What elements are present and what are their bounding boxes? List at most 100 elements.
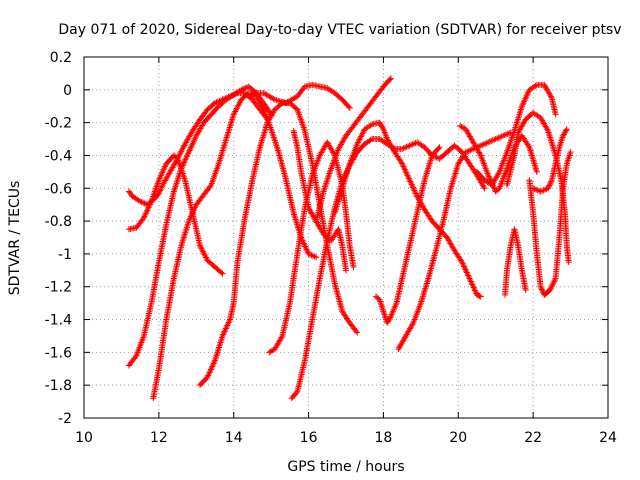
data-point [492,136,499,143]
data-point [407,180,414,187]
data-point [144,205,151,212]
data-point [469,282,476,289]
data-point [477,293,484,300]
data-point [187,213,194,220]
data-point [208,365,215,372]
data-point [376,119,383,126]
data-point [522,287,529,294]
data-point [547,285,554,292]
data-point [379,124,386,131]
y-tick-label: 0.2 [50,50,72,66]
data-point [157,172,164,179]
data-point [405,143,412,150]
data-point [411,187,418,194]
data-point [503,131,510,138]
data-point [140,214,147,221]
data-point [186,147,193,154]
data-point [214,98,221,105]
data-point [202,253,209,260]
data-point [159,168,166,175]
data-point [358,132,365,139]
x-tick-label: 18 [375,430,393,446]
data-point [241,85,248,92]
data-point [189,140,196,147]
data-point [403,143,410,150]
data-point [354,329,361,336]
data-point [538,285,545,292]
data-point [548,93,555,100]
data-point [178,148,185,155]
data-point [565,259,572,266]
data-point [412,189,419,196]
data-point [378,123,385,130]
data-point [476,293,483,300]
data-point [221,328,228,335]
data-point [377,120,384,127]
data-point [181,159,188,166]
data-point [147,201,154,208]
data-point [463,268,470,275]
data-point [191,206,198,213]
data-point [235,102,242,109]
data-point [550,279,557,286]
data-point [142,211,149,218]
data-point [207,183,214,190]
data-point [179,146,186,153]
data-point [409,321,416,328]
data-point [399,160,406,167]
data-point [486,138,493,145]
data-point [548,284,555,291]
data-point [178,164,185,171]
data-point [185,150,192,157]
data-point [548,178,555,185]
data-point [465,272,472,279]
data-point [354,140,361,147]
data-point [405,175,412,182]
data-point [141,213,148,220]
data-point [183,153,190,160]
data-point [212,99,218,106]
data-point [404,172,411,179]
data-point [546,287,553,294]
y-tick-label: -1.8 [45,378,72,394]
data-point [495,134,502,141]
data-point [180,161,187,168]
data-point [145,204,152,211]
data-point [477,142,484,149]
data-point [367,137,374,144]
data-point [239,86,246,93]
data-point [156,175,163,182]
y-tick-label: 0 [63,83,72,99]
data-point [233,105,240,112]
data-point [485,173,492,180]
data-point [551,276,558,283]
data-point [158,184,165,191]
data-point [210,360,217,367]
data-point [161,165,168,172]
x-tick-label: 12 [150,430,168,446]
data-point [384,319,391,326]
data-point [207,368,214,375]
data-point [201,251,208,258]
data-point [182,156,189,163]
data-point [160,166,167,173]
data-point [223,324,230,331]
data-point [176,151,183,158]
data-point [222,325,229,332]
data-point [157,187,164,194]
data-point [191,204,198,211]
data-point [213,99,220,106]
data-point [191,137,198,144]
data-point [367,122,374,129]
data-point [178,165,185,172]
data-point [546,181,553,188]
data-point [525,142,532,149]
data-point [412,190,419,197]
data-point [386,76,393,83]
data-point [231,109,238,116]
data-point [224,322,231,329]
data-point [498,133,505,140]
data-points [125,75,574,402]
data-point [232,107,239,114]
data-point [146,202,153,209]
